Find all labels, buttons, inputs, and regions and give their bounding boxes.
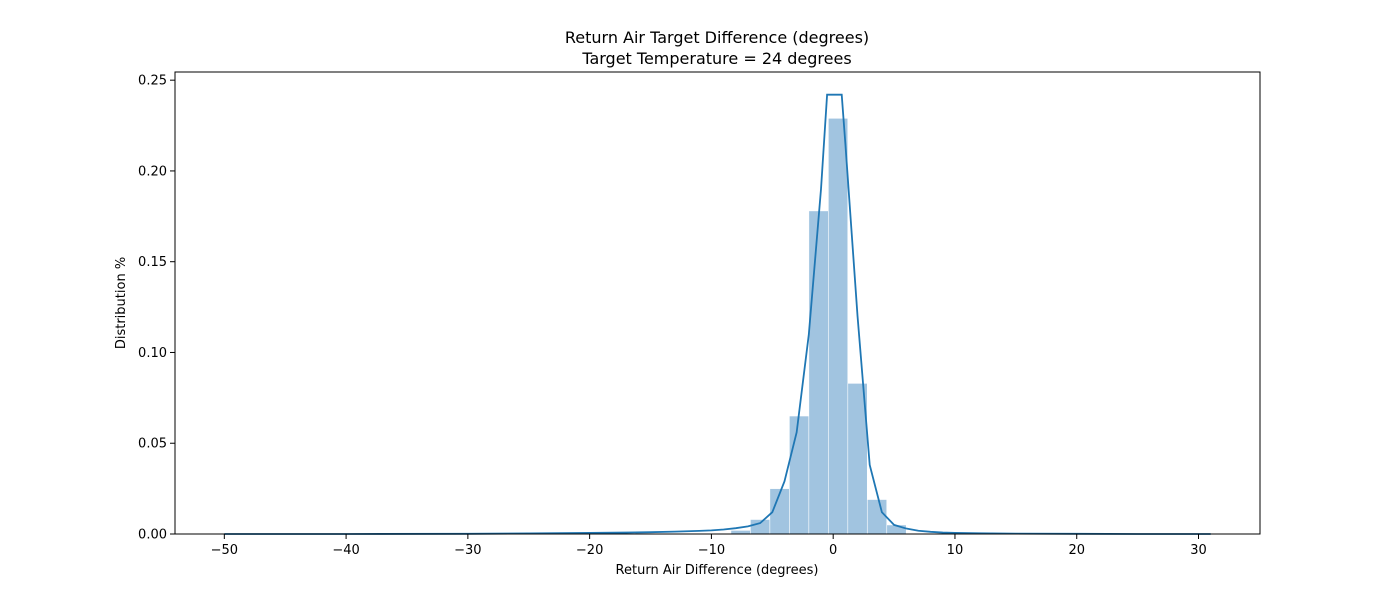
- histogram-bars: [730, 117, 907, 535]
- y-axis-label: Distribution %: [114, 257, 129, 349]
- x-tick-label: −30: [454, 543, 481, 558]
- x-tick-label: −50: [211, 543, 238, 558]
- histogram-bar: [750, 519, 771, 535]
- x-tick-label: −20: [576, 543, 603, 558]
- y-tick-label: 0.00: [138, 528, 167, 543]
- x-tick-label: 0: [829, 543, 837, 558]
- histogram-bar: [789, 415, 810, 535]
- histogram-bar: [808, 210, 829, 535]
- x-axis-label: Return Air Difference (degrees): [616, 563, 819, 578]
- chart-subtitle: Target Temperature = 24 degrees: [581, 49, 851, 68]
- histogram-bar: [828, 117, 849, 535]
- x-tick-label: −10: [698, 543, 725, 558]
- plot-frame: [174, 71, 1261, 535]
- histogram-bar: [866, 499, 888, 535]
- kde-curve: [224, 93, 1211, 535]
- y-tick-label: 0.15: [138, 255, 167, 270]
- chart-title: Return Air Target Difference (degrees): [565, 28, 869, 47]
- y-axis-ticks: 0.00 0.05 0.10 0.15 0.20 0.25: [138, 74, 175, 543]
- histogram-bar: [730, 530, 751, 535]
- y-tick-label: 0.10: [138, 346, 167, 361]
- y-tick-label: 0.25: [138, 74, 167, 89]
- x-axis-ticks: −50 −40 −30 −20 −10 0 10 20 30: [211, 534, 1207, 558]
- x-tick-label: 30: [1190, 543, 1207, 558]
- y-tick-label: 0.20: [138, 164, 167, 179]
- x-tick-label: 20: [1068, 543, 1085, 558]
- x-tick-label: −40: [332, 543, 359, 558]
- y-tick-label: 0.05: [138, 437, 167, 452]
- kde-line: [224, 93, 1211, 535]
- x-tick-label: 10: [947, 543, 964, 558]
